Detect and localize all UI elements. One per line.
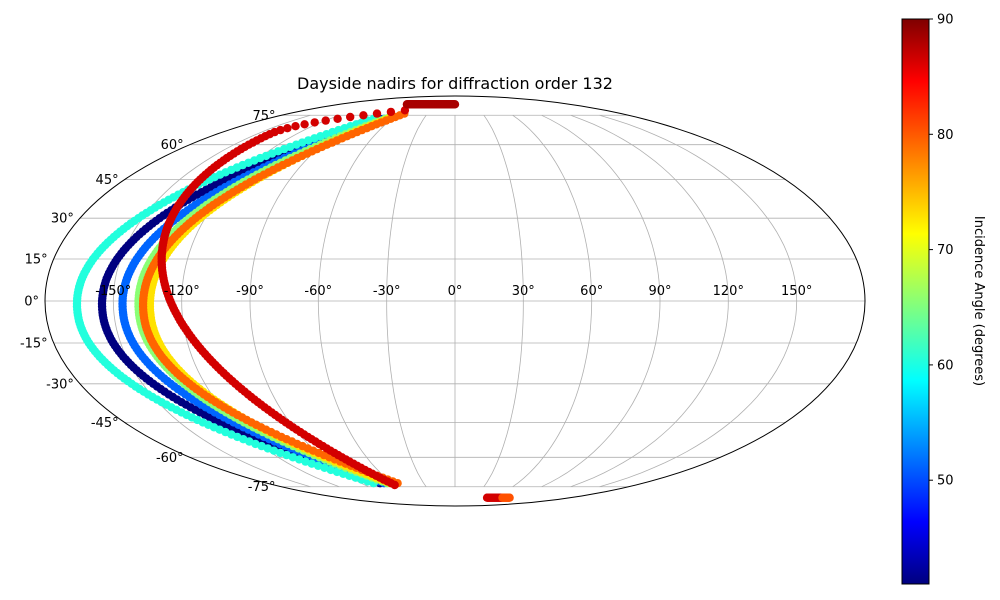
- x-tick-label: 150°: [781, 284, 812, 299]
- colorbar-tick-label: 50: [937, 474, 954, 489]
- data-point: [291, 122, 300, 131]
- x-tick-label: 30°: [512, 284, 535, 299]
- colorbar-label: Incidence Angle (degrees): [971, 216, 986, 386]
- x-tick-label: 90°: [648, 284, 671, 299]
- colorbar-tick-label: 70: [937, 243, 954, 258]
- series-arc: [157, 106, 410, 490]
- bottom-band: [482, 493, 514, 502]
- data-point: [450, 100, 460, 109]
- data-point: [321, 116, 330, 125]
- data-point: [333, 114, 342, 124]
- data-point: [276, 125, 285, 135]
- x-tick-label: 120°: [713, 284, 744, 299]
- data-points: [72, 100, 514, 502]
- colorbar-gradient: [901, 18, 930, 585]
- y-tick-label: 15°: [25, 253, 48, 268]
- data-point: [288, 453, 298, 462]
- y-tick-label: -75°: [248, 480, 276, 495]
- top-band: [402, 100, 460, 109]
- data-point: [320, 463, 329, 472]
- data-point: [505, 493, 514, 502]
- data-point: [283, 124, 292, 133]
- x-tick-label: -60°: [304, 284, 332, 299]
- colorbar-tick-label: 90: [937, 13, 954, 28]
- grid: [45, 114, 865, 488]
- data-point: [310, 118, 319, 127]
- x-tick-label: -120°: [164, 284, 200, 299]
- colorbar-tick-label: 80: [937, 128, 954, 143]
- y-tick-label: -45°: [91, 416, 119, 431]
- x-tick-labels: -150° -120° -90° -60° -30° 0° 30° 60° 90° 120° 150…: [95, 284, 812, 299]
- x-tick-label: 60°: [580, 284, 603, 299]
- y-tick-label: -15°: [20, 337, 48, 352]
- colorbar-ticks: 50 60 70 80 90: [929, 13, 954, 489]
- chart-title: Dayside nadirs for diffraction order 132: [297, 74, 613, 93]
- y-tick-label: 45°: [96, 173, 119, 188]
- data-point: [301, 457, 310, 466]
- y-tick-label: 0°: [24, 295, 39, 310]
- data-point: [276, 448, 285, 458]
- data-point: [386, 107, 396, 117]
- y-tick-label: 30°: [51, 212, 74, 227]
- colorbar: 50 60 70 80 90 Incidence Angle (degrees): [901, 13, 986, 585]
- x-tick-label: -90°: [236, 284, 264, 299]
- x-tick-label: 0°: [448, 284, 463, 299]
- data-point: [282, 450, 291, 460]
- data-point: [300, 120, 309, 129]
- data-point: [295, 455, 304, 464]
- y-tick-label: 60°: [161, 138, 184, 153]
- data-point: [314, 461, 323, 470]
- map-boundary: [44, 95, 866, 507]
- x-tick-label: -30°: [373, 284, 401, 299]
- x-tick-label: -150°: [95, 284, 131, 299]
- y-tick-labels: 75° 60° 45° 30° 15° 0° -15° -30° -45° -60° -75°: [20, 109, 276, 495]
- y-tick-label: 75°: [252, 109, 275, 124]
- data-point: [372, 109, 382, 118]
- data-point: [346, 112, 355, 122]
- colorbar-tick-label: 60: [937, 358, 954, 373]
- y-tick-label: -60°: [156, 451, 184, 466]
- y-tick-label: -30°: [46, 377, 74, 392]
- data-point: [359, 111, 368, 120]
